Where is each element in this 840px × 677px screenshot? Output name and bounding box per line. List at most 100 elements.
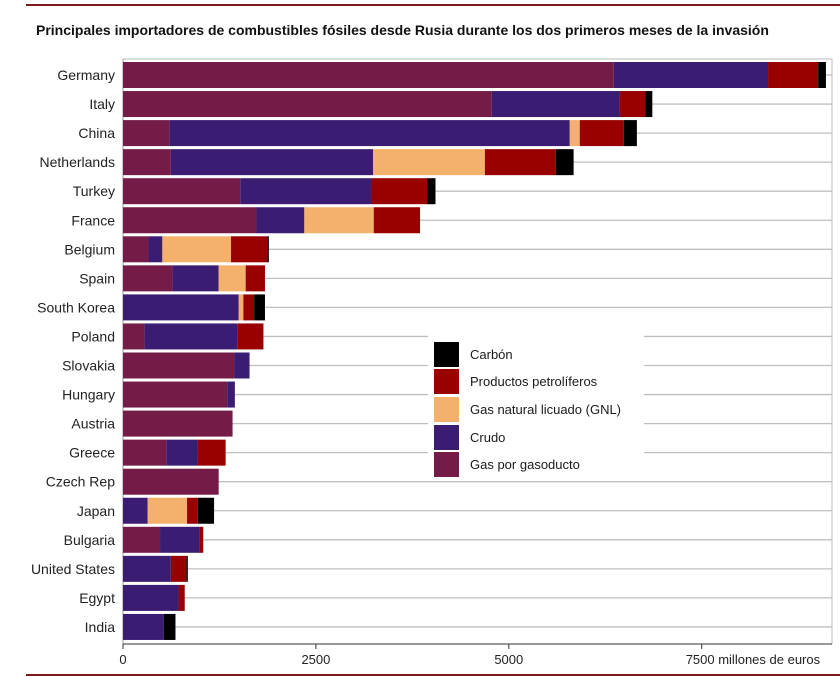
top-rule	[26, 4, 840, 6]
bar-united-states-coal	[186, 555, 188, 582]
bar-germany-coal	[818, 62, 826, 88]
bar-austria-gas-pipeline	[123, 410, 233, 437]
y-label-austria: Austria	[71, 416, 115, 432]
bar-china-oil-products	[579, 120, 624, 147]
bar-greece-crude	[166, 439, 198, 466]
bar-south-korea-oil-products	[243, 294, 255, 321]
bar-spain-gas-pipeline	[123, 265, 173, 292]
chart-title: Principales importadores de combustibles…	[36, 22, 769, 38]
bar-netherlands-crude	[170, 149, 373, 176]
bar-spain-oil-products	[245, 265, 265, 292]
bar-japan-oil-products	[187, 497, 198, 524]
bar-japan-coal	[197, 497, 215, 524]
bar-japan-crude	[123, 497, 148, 524]
legend-item-lng: Gas natural licuado (GNL)	[434, 396, 622, 422]
bar-belgium-gas-pipeline	[123, 236, 149, 263]
bar-poland-gas-pipeline	[123, 323, 145, 350]
y-label-turkey: Turkey	[73, 183, 115, 199]
bar-czech-rep-gas-pipeline	[123, 468, 219, 495]
bar-china-lng	[569, 120, 580, 147]
legend: Carbón Productos petrolíferos Gas natura…	[428, 333, 644, 481]
y-label-china: China	[78, 125, 115, 141]
bar-japan-lng	[147, 497, 188, 524]
bar-spain-lng	[218, 265, 246, 292]
y-label-netherlands: Netherlands	[40, 154, 116, 170]
x-tick-label-2500: 2500	[301, 652, 330, 667]
bar-spain-crude	[172, 265, 219, 292]
legend-swatch-crude	[434, 424, 459, 450]
bar-south-korea-coal	[254, 294, 265, 321]
legend-label-coal: Carbón	[470, 346, 513, 362]
bar-turkey-gas-pipeline	[123, 178, 241, 205]
bar-netherlands-coal	[555, 149, 574, 176]
bar-greece-oil-products	[197, 439, 226, 466]
bar-greece-gas-pipeline	[123, 439, 167, 466]
legend-label-crude: Crudo	[470, 429, 506, 445]
legend-swatch-gas-pipeline	[434, 451, 459, 477]
bar-china-gas-pipeline	[123, 120, 170, 147]
bar-italy-coal	[645, 91, 653, 118]
y-label-india: India	[85, 619, 116, 635]
legend-item-coal: Carbón	[434, 341, 513, 367]
bar-germany-gas-pipeline	[123, 62, 614, 88]
legend-item-gas-pipeline: Gas por gasoducto	[434, 451, 580, 477]
bar-italy-gas-pipeline	[123, 91, 492, 118]
bar-united-states-crude	[123, 555, 171, 582]
y-label-united-states: United States	[31, 561, 115, 577]
bar-united-states-oil-products	[170, 555, 187, 582]
bar-germany-oil-products	[768, 62, 819, 88]
bar-poland-crude	[144, 323, 238, 350]
bar-belgium-crude	[148, 236, 163, 263]
bar-netherlands-oil-products	[484, 149, 556, 176]
bar-france-oil-products	[373, 207, 421, 234]
bar-china-coal	[623, 120, 637, 147]
legend-label-lng: Gas natural licuado (GNL)	[470, 401, 622, 417]
y-label-belgium: Belgium	[64, 241, 115, 257]
bottom-rule	[26, 674, 840, 676]
x-tick-label-5000: 5000	[494, 652, 523, 667]
y-label-france: France	[71, 212, 115, 228]
bar-italy-crude	[491, 91, 620, 118]
y-label-spain: Spain	[79, 270, 115, 286]
y-label-poland: Poland	[71, 328, 115, 344]
bar-slovakia-gas-pipeline	[123, 352, 235, 379]
legend-swatch-coal	[434, 341, 459, 367]
x-tick-label-7500: 7500 millones de euros	[686, 652, 821, 667]
bar-netherlands-gas-pipeline	[123, 149, 171, 176]
bar-india-crude	[123, 613, 164, 640]
y-label-czech-rep: Czech Rep	[46, 474, 115, 490]
bar-bulgaria-oil-products	[199, 526, 204, 553]
legend-item-oil-products: Productos petrolíferos	[434, 368, 598, 394]
bar-italy-oil-products	[619, 91, 646, 118]
bar-hungary-gas-pipeline	[123, 381, 228, 408]
y-label-greece: Greece	[69, 445, 115, 461]
y-label-japan: Japan	[77, 503, 115, 519]
bar-south-korea-lng	[238, 294, 244, 321]
y-label-germany: Germany	[57, 67, 115, 83]
bar-turkey-crude	[240, 178, 372, 205]
bar-bulgaria-crude	[160, 526, 200, 553]
bar-france-lng	[304, 207, 374, 234]
bar-belgium-lng	[162, 236, 232, 263]
bar-slovakia-crude	[234, 352, 250, 379]
y-label-hungary: Hungary	[62, 387, 115, 403]
y-label-egypt: Egypt	[79, 590, 115, 606]
legend-item-crude: Crudo	[434, 424, 506, 450]
y-label-italy: Italy	[89, 96, 115, 112]
legend-swatch-lng	[434, 396, 459, 422]
y-label-south-korea: South Korea	[37, 299, 115, 315]
legend-label-gas-pipeline: Gas por gasoducto	[470, 456, 580, 472]
bar-egypt-oil-products	[178, 584, 185, 611]
bar-france-crude	[256, 207, 305, 234]
bar-bulgaria-gas-pipeline	[123, 526, 161, 553]
bar-belgium-coal	[267, 236, 269, 263]
bar-hungary-crude	[227, 381, 235, 408]
bar-france-gas-pipeline	[123, 207, 257, 234]
bar-south-korea-crude	[123, 294, 239, 321]
bar-turkey-oil-products	[371, 178, 428, 205]
legend-label-oil-products: Productos petrolíferos	[470, 373, 598, 389]
bar-egypt-crude	[123, 584, 179, 611]
y-label-bulgaria: Bulgaria	[64, 532, 116, 548]
bar-germany-crude	[613, 62, 769, 88]
